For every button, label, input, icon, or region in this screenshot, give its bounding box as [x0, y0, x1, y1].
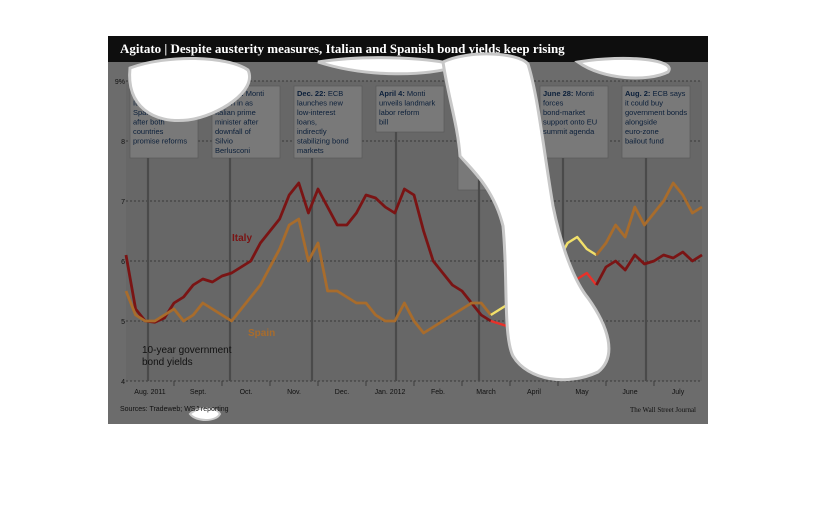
x-tick-label: June	[622, 389, 637, 396]
y-tick-label: 9%	[115, 79, 125, 86]
annotation-box	[621, 85, 691, 159]
x-tick-label: March	[476, 389, 496, 396]
annotation-line: Berlusconi	[215, 146, 250, 155]
annotation-text: Dec. 22: ECB launches new low-interest loan…	[297, 89, 349, 155]
annotation-line: Dec. 22: ECB	[297, 89, 343, 98]
series-line-spain	[124, 217, 492, 335]
subtitle-line: 10-year government	[142, 345, 232, 356]
annotation-line: launches new	[297, 99, 343, 108]
annotation-line: stabilizing bond	[297, 137, 349, 146]
annotation-line: Silvio	[215, 137, 233, 146]
x-tick-label: Dec.	[335, 389, 349, 396]
x-tick-label: May	[575, 389, 589, 396]
series-line-spain-tail	[595, 181, 703, 256]
annotation-line: Aug. 2: ECB says	[625, 89, 686, 98]
series-line-italy-tail	[595, 250, 703, 286]
annotation-line: bailout fund	[625, 137, 664, 146]
annotation-line: government bonds	[625, 108, 687, 117]
annotation-line: summit agenda	[543, 127, 595, 136]
occlusion-blob	[317, 56, 463, 76]
annotation-text: April 4: Monti unveils landmark labor refo…	[379, 89, 436, 127]
x-tick-label: Sept.	[190, 389, 206, 396]
sources-note: Sources: Tradeweb; WSJ reporting	[120, 406, 229, 413]
annotation-line: after both	[133, 118, 165, 127]
chart-svg: 9% 8 7 6 5 4 Aug. 2011 Sept. Oct. Nov. Dec. Jan. 20…	[115, 52, 703, 421]
annotation-line: markets	[297, 146, 324, 155]
series-line-italy	[124, 181, 492, 324]
annotation-line: minister after	[215, 118, 259, 127]
annotation-line: sworn in as	[215, 99, 253, 108]
annotation-line: bill	[379, 118, 389, 127]
annotation-line: countries	[133, 127, 164, 136]
annotation-line: low-interest	[297, 108, 336, 117]
occlusion-blob	[188, 407, 222, 421]
annotation-line: April 4: Monti	[379, 89, 426, 98]
subtitle-line: bond yields	[142, 357, 193, 368]
y-tick-label: 7	[121, 199, 125, 206]
annotation-line: unveils landmark	[379, 99, 436, 108]
y-tick-label: 4	[121, 379, 125, 386]
annotation-line: forces	[543, 99, 564, 108]
annotation-line: Italian prime	[215, 108, 256, 117]
publisher-credit: The Wall Street Journal	[630, 406, 696, 414]
annotation-line: alongside	[625, 118, 657, 127]
chart-card: Agitato | Despite austerity measures, It…	[108, 36, 708, 424]
chart-title: Agitato | Despite austerity measures, It…	[120, 41, 565, 56]
occlusion-blob	[574, 56, 671, 80]
x-tick-label: April	[527, 389, 541, 396]
occlusion-blob	[441, 52, 611, 382]
annotation-line: promise reforms	[133, 137, 187, 146]
annotation-date: June 28:	[543, 89, 573, 98]
y-tick-label: 6	[121, 259, 125, 266]
annotation-date: Dec. 22:	[297, 89, 326, 98]
annotation-line: June 28: Monti	[543, 89, 594, 98]
annotation-line: labor reform	[379, 108, 419, 117]
annotation-box	[375, 85, 445, 133]
annotation-line: euro-zone	[625, 127, 659, 136]
x-tick-label: Jan. 2012	[375, 389, 406, 396]
y-tick-label: 5	[121, 319, 125, 326]
annotation-date: April 4:	[379, 89, 405, 98]
chart-subtitle: 10-year government bond yields	[142, 345, 232, 368]
annotation-line: downfall of	[215, 127, 252, 136]
x-tick-label: July	[672, 389, 685, 396]
x-tick-label: Oct.	[240, 389, 253, 396]
annotation-line: loans,	[297, 118, 317, 127]
annotation-text: Aug. 2: ECB says it could buy government b…	[625, 89, 687, 146]
series-label-spain: Spain	[248, 328, 275, 339]
annotation-date: Aug. 2:	[625, 89, 650, 98]
x-tick-label: Nov.	[287, 389, 301, 396]
annotation-line: it could buy	[625, 99, 663, 108]
occlusion-blob	[128, 57, 252, 123]
annotation-line: bond-market	[543, 108, 586, 117]
x-tick-label: Feb.	[431, 389, 445, 396]
series-label-italy: Italy	[232, 233, 252, 244]
x-tick-label: Aug. 2011	[134, 389, 166, 396]
annotation-box	[539, 85, 609, 159]
annotation-line: support onto EU	[543, 118, 597, 127]
annotation-box	[293, 85, 363, 159]
annotation-line: indirectly	[297, 127, 327, 136]
annotation-text: June 28: Monti forces bond-market support o…	[543, 89, 597, 136]
y-tick-label: 8	[121, 139, 125, 146]
